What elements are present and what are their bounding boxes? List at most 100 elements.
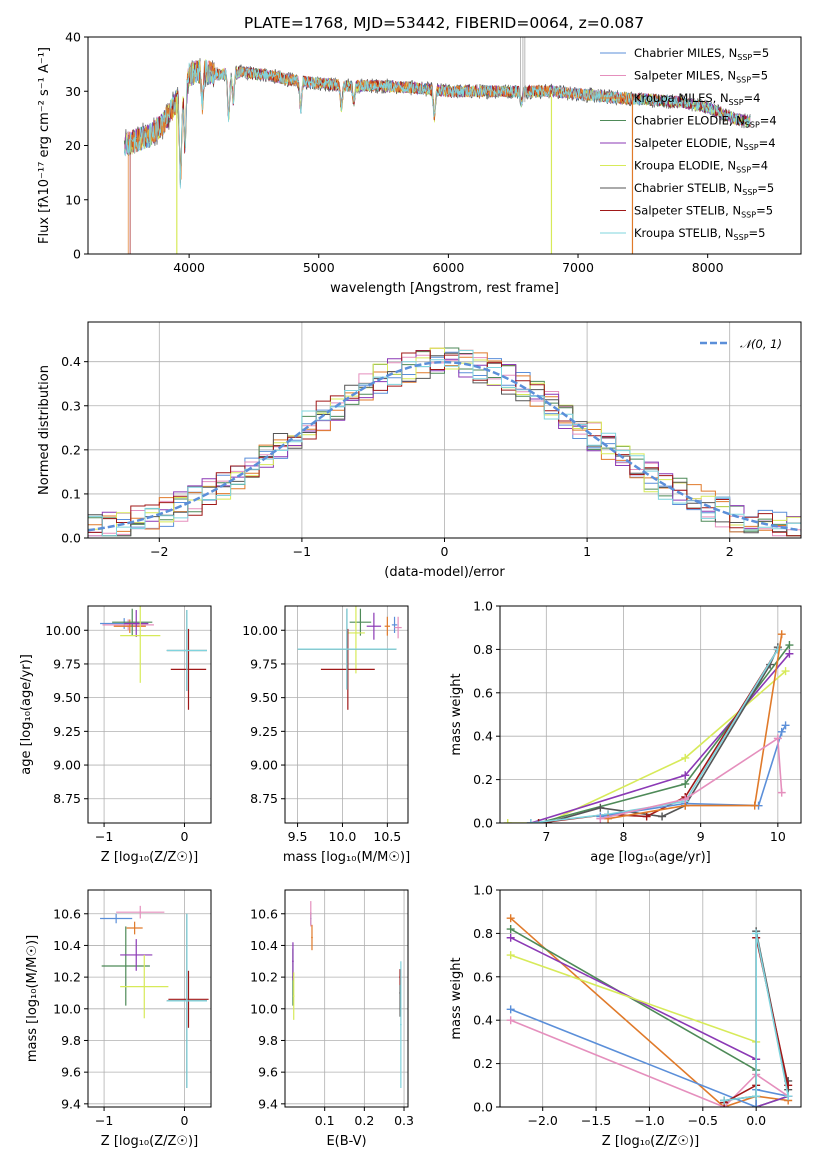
- x-tick-label: −1: [95, 1113, 113, 1128]
- mass-weight-series: [723, 933, 789, 1102]
- mass-weight-marker: [720, 1096, 729, 1105]
- mass-weight-marker: [750, 801, 759, 810]
- mass-weight-marker: [604, 814, 613, 823]
- y-tick-label: 9.25: [53, 724, 81, 739]
- mass_vs_z-points: [100, 905, 209, 1088]
- weight_vs_age-lines: [503, 630, 794, 823]
- plot-frame: [499, 889, 802, 1108]
- legend-suffix: =4: [759, 136, 776, 150]
- mass-weight-marker: [784, 1092, 793, 1101]
- age_vs_z-points: [100, 606, 207, 710]
- y-tick-label: 9.4: [258, 1096, 278, 1111]
- y-tick-label: 9.00: [53, 758, 81, 773]
- x-axis-label: Z [log₁₀(Z/Z☉)]: [602, 1134, 699, 1149]
- legend-sub: SSP: [736, 166, 751, 175]
- spectrum-series-line: [123, 59, 751, 189]
- y-tick-label: 9.75: [250, 656, 278, 671]
- x-tick-label: −1: [95, 829, 113, 844]
- y-tick-label: 10.0: [250, 1001, 278, 1016]
- mass-weight-marker: [542, 819, 551, 823]
- y-tick-label: 9.4: [61, 1096, 81, 1111]
- y-tick-label: 10.6: [53, 906, 81, 921]
- legend-sub: SSP: [729, 98, 744, 107]
- y-tick-label: 10: [65, 192, 81, 207]
- mass-weight-marker: [773, 645, 782, 654]
- y-tick-label: 1.0: [473, 599, 493, 614]
- legend-name: Chabrier STELIB, N: [634, 181, 742, 195]
- y-tick-label: 9.6: [61, 1065, 81, 1080]
- mass-weight-marker: [506, 925, 515, 934]
- x-tick-label: 1: [583, 544, 591, 559]
- y-tick-label: 10.2: [250, 970, 278, 985]
- mass-weight-marker: [506, 914, 515, 923]
- y-tick-label: 40: [65, 30, 81, 45]
- legend-entry: Kroupa MILES, NSSP=4: [634, 91, 760, 107]
- age_vs_z-chart: −1 0 8.75 9.00 9.25 9.50 9.75 10.00 Z [log₁₀(Z/Z…: [19, 605, 212, 865]
- mass-weight-marker: [777, 788, 786, 797]
- legend-name: Chabrier MILES, N: [634, 46, 737, 60]
- y-tick-label: 9.8: [258, 1033, 278, 1048]
- legend-suffix: =5: [757, 181, 774, 195]
- x-axis-label: Z [log₁₀(Z/Z☉)]: [101, 850, 198, 865]
- legend-entry: 𝒩(0, 1): [740, 337, 782, 351]
- legend-sub: SSP: [736, 76, 751, 85]
- y-axis-label: Flux [fλ10⁻¹⁷ erg cm⁻² s⁻¹ A⁻¹]: [37, 47, 52, 244]
- mass-weight-marker: [681, 795, 690, 804]
- plot-frame: [284, 889, 409, 1108]
- y-tick-label: 8.75: [53, 791, 81, 806]
- mass-weight-series: [510, 954, 758, 1107]
- legend-entry: Kroupa ELODIE, NSSP=4: [634, 159, 768, 175]
- y-tick-label: 0.6: [473, 685, 493, 700]
- y-tick-label: 9.00: [250, 758, 278, 773]
- y-tick-label: 0.4: [473, 729, 493, 744]
- mass-weight-series: [530, 653, 791, 823]
- y-tick-label: 10.00: [45, 623, 81, 638]
- plot-frame: [87, 889, 212, 1108]
- y-tick-label: 10.4: [250, 938, 278, 953]
- legend-entry: Kroupa STELIB, NSSP=5: [634, 226, 765, 242]
- mass-weight-marker: [596, 803, 605, 812]
- y-axis-label: mass [log₁₀(M/M☉)]: [25, 935, 40, 1062]
- y-tick-label: 9.25: [250, 724, 278, 739]
- weight_vs_age-chart: 7 8 9 10 0.0 0.2 0.4 0.6 0.8 1.0 age [log₁₀(age/yr…: [449, 599, 802, 865]
- x-tick-label: 10.0: [329, 829, 357, 844]
- x-tick-label: 8: [620, 829, 628, 844]
- x-tick-label: 9.5: [288, 829, 308, 844]
- age_vs_mass-points: [297, 606, 402, 710]
- legend-name: Salpeter STELIB, N: [634, 204, 741, 218]
- legend-name: Salpeter ELODIE, N: [634, 136, 744, 150]
- weight_vs_z-chart: −2.0 −1.5 −1.0 −0.5 0.0 0.0 0.2 0.4 0.6 0.8 1.0 Z […: [449, 883, 802, 1149]
- y-axis-label: age [log₁₀(age/yr)]: [19, 654, 34, 775]
- x-tick-label: 5000: [303, 260, 335, 275]
- legend-suffix: =5: [751, 69, 768, 83]
- mass-weight-marker: [752, 1103, 761, 1107]
- y-tick-label: 0.4: [61, 354, 81, 369]
- y-tick-label: 20: [65, 138, 81, 153]
- x-tick-label: −1.5: [581, 1113, 611, 1128]
- mass-weight-marker: [752, 1092, 761, 1101]
- y-tick-label: 10.4: [53, 938, 81, 953]
- x-tick-label: −0.5: [688, 1113, 718, 1128]
- y-tick-label: 1.0: [473, 883, 493, 898]
- y-tick-label: 10.0: [53, 1001, 81, 1016]
- legend-sub: SSP: [745, 121, 760, 130]
- legend-suffix: =5: [756, 204, 773, 218]
- legend-sub: SSP: [737, 53, 752, 62]
- x-tick-label: 0.0: [746, 1113, 766, 1128]
- x-tick-label: 0.2: [354, 1113, 374, 1128]
- charts-layer: 4000 5000 6000 7000 8000010203040wavelength …: [19, 30, 802, 1149]
- figure-title: PLATE=1768, MJD=53442, FIBERID=0064, z=0…: [244, 14, 644, 32]
- mass-weight-marker: [534, 819, 543, 823]
- x-tick-label: 0.3: [394, 1113, 414, 1128]
- spectrum-lines: [123, 37, 751, 254]
- y-tick-label: 9.75: [53, 656, 81, 671]
- mass-weight-series: [600, 736, 783, 820]
- y-tick-label: 0.0: [61, 531, 81, 546]
- y-axis-label: mass weight: [449, 673, 464, 755]
- mass-weight-marker: [681, 779, 690, 788]
- x-tick-label: 10: [770, 829, 786, 844]
- legend-name: Kroupa STELIB, N: [634, 226, 734, 240]
- mass-weight-marker: [781, 721, 790, 730]
